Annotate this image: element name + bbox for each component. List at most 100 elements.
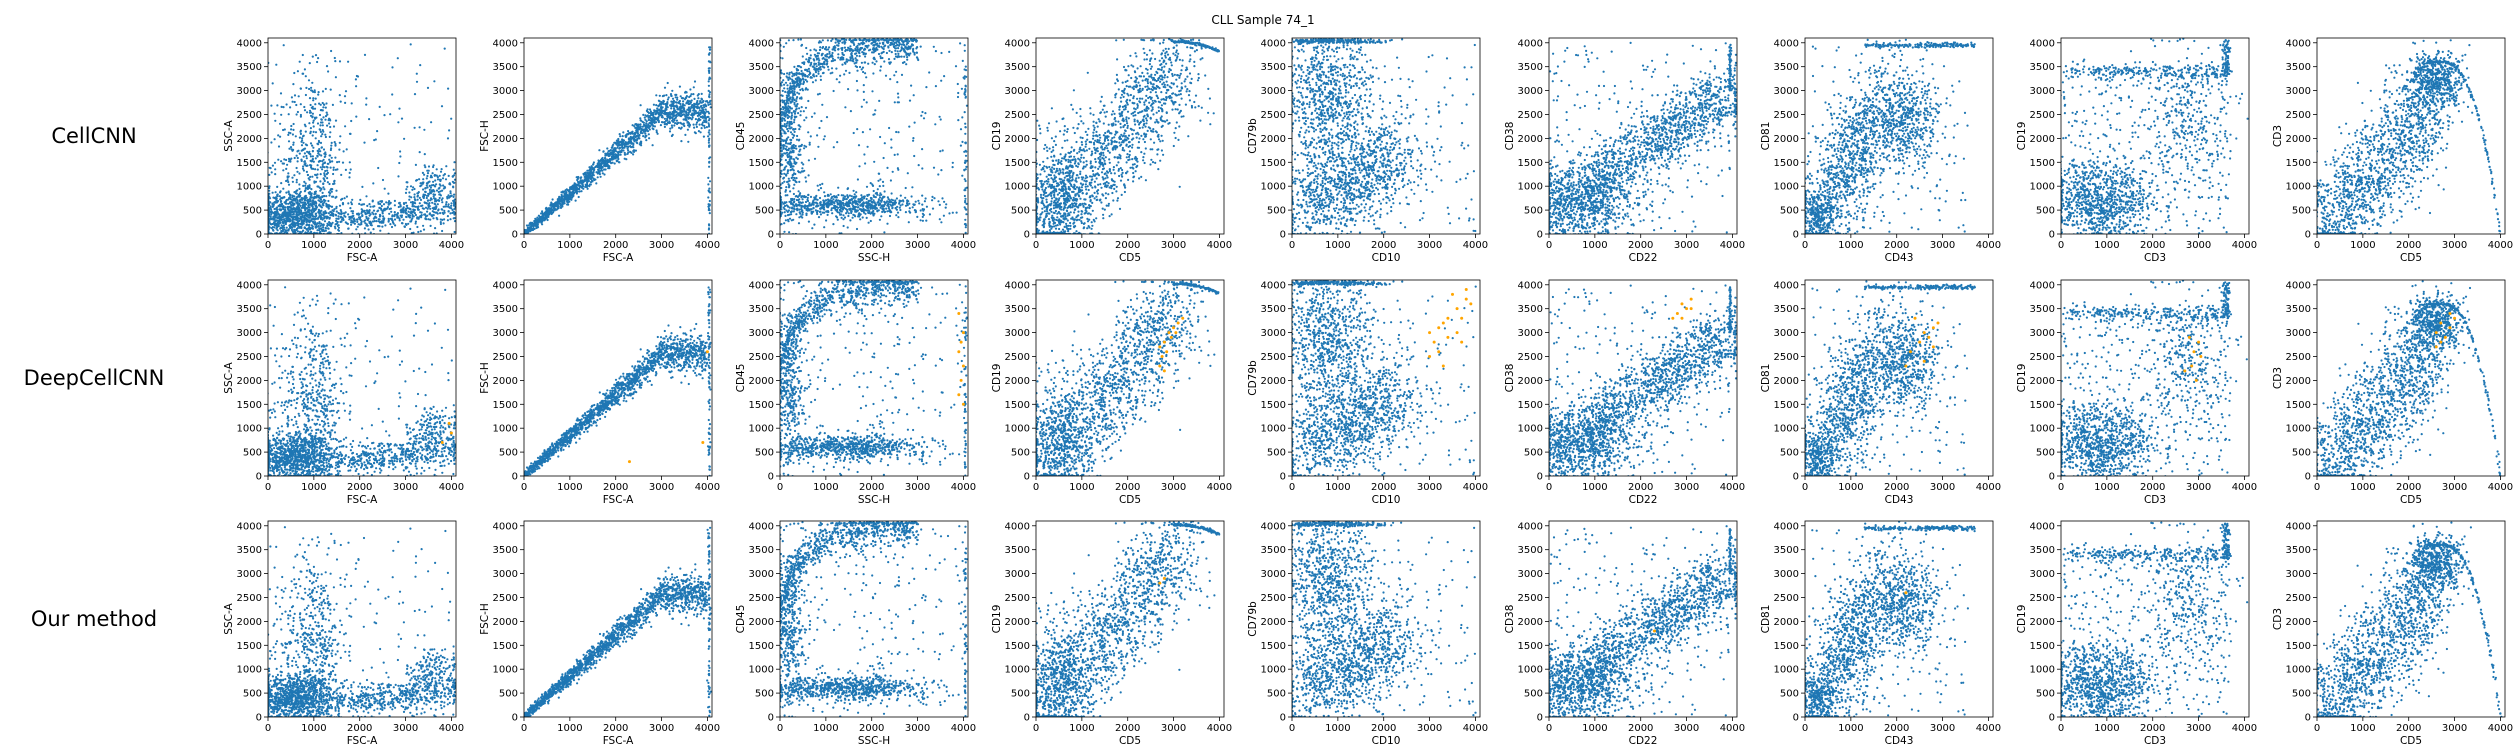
data-point — [394, 200, 396, 202]
data-point — [272, 82, 274, 84]
data-point — [576, 187, 578, 189]
data-point — [312, 155, 314, 157]
data-point — [436, 218, 438, 220]
data-point — [613, 142, 615, 144]
y-tick-label: 1500 — [493, 158, 518, 169]
data-point — [704, 127, 706, 129]
data-point — [379, 230, 381, 232]
data-point — [432, 166, 434, 168]
data-point — [335, 223, 337, 225]
data-point — [664, 121, 666, 123]
data-point — [269, 201, 271, 203]
data-point — [274, 120, 276, 122]
y-axis-label: FSC-H — [479, 120, 491, 152]
data-point — [805, 47, 807, 49]
data-point — [693, 124, 695, 126]
data-point — [439, 180, 441, 182]
data-point — [670, 107, 672, 109]
data-point — [797, 65, 799, 67]
data-point — [295, 192, 297, 194]
data-point — [282, 214, 284, 216]
data-point — [289, 132, 291, 134]
data-point — [586, 170, 588, 172]
data-point — [420, 230, 422, 232]
data-point — [324, 220, 326, 222]
data-point — [552, 198, 554, 200]
data-point — [355, 228, 357, 230]
y-tick-label: 2000 — [237, 134, 262, 145]
data-point — [385, 201, 387, 203]
data-point — [843, 73, 845, 75]
data-point — [414, 209, 416, 211]
data-point — [619, 144, 621, 146]
data-point — [377, 201, 379, 203]
data-point — [347, 61, 349, 63]
data-point — [674, 122, 676, 124]
data-point — [565, 197, 567, 199]
data-point — [348, 176, 350, 178]
data-point — [342, 202, 344, 204]
data-point — [686, 119, 688, 121]
data-point — [855, 59, 857, 61]
data-point — [328, 122, 330, 124]
data-point — [357, 75, 359, 77]
data-point — [278, 213, 280, 215]
data-point — [279, 123, 281, 125]
data-point — [422, 183, 424, 185]
data-point — [310, 227, 312, 229]
data-point — [327, 70, 329, 72]
data-point — [684, 134, 686, 136]
data-point — [708, 190, 710, 192]
data-point — [669, 122, 671, 124]
data-point — [906, 42, 908, 44]
data-point — [276, 186, 278, 188]
data-point — [280, 92, 282, 94]
data-point — [679, 107, 681, 109]
data-point — [901, 56, 903, 58]
data-point — [563, 196, 565, 198]
data-point — [440, 223, 442, 225]
data-point — [894, 50, 896, 52]
data-point — [309, 97, 311, 99]
data-point — [317, 218, 319, 220]
data-point — [352, 221, 354, 223]
data-point — [274, 211, 276, 213]
data-point — [410, 196, 412, 198]
data-point — [403, 203, 405, 205]
data-point — [447, 210, 449, 212]
data-point — [319, 128, 321, 130]
data-point — [678, 114, 680, 116]
row-label: DeepCellCNN — [24, 366, 165, 390]
data-point — [583, 180, 585, 182]
data-point — [322, 229, 324, 231]
data-point — [316, 173, 318, 175]
data-point — [453, 217, 455, 219]
data-point — [795, 213, 797, 215]
point-cloud — [266, 43, 457, 237]
data-point — [557, 208, 559, 210]
data-point — [295, 104, 297, 106]
data-point — [893, 46, 895, 48]
data-point — [826, 60, 828, 62]
data-point — [426, 170, 428, 172]
data-point — [699, 109, 701, 111]
data-point — [895, 214, 897, 216]
data-point — [292, 129, 294, 131]
data-point — [644, 136, 646, 138]
data-point — [869, 49, 871, 51]
data-point — [611, 147, 613, 149]
data-point — [368, 118, 370, 120]
data-point — [300, 88, 302, 90]
data-point — [329, 189, 331, 191]
data-point — [864, 53, 866, 55]
data-point — [302, 165, 304, 167]
data-point — [597, 163, 599, 165]
data-point — [292, 181, 294, 183]
data-point — [555, 201, 557, 203]
data-point — [710, 106, 712, 108]
data-point — [668, 113, 670, 115]
data-point — [844, 43, 846, 45]
data-point — [441, 208, 443, 210]
data-point — [905, 46, 907, 48]
data-point — [388, 204, 390, 206]
